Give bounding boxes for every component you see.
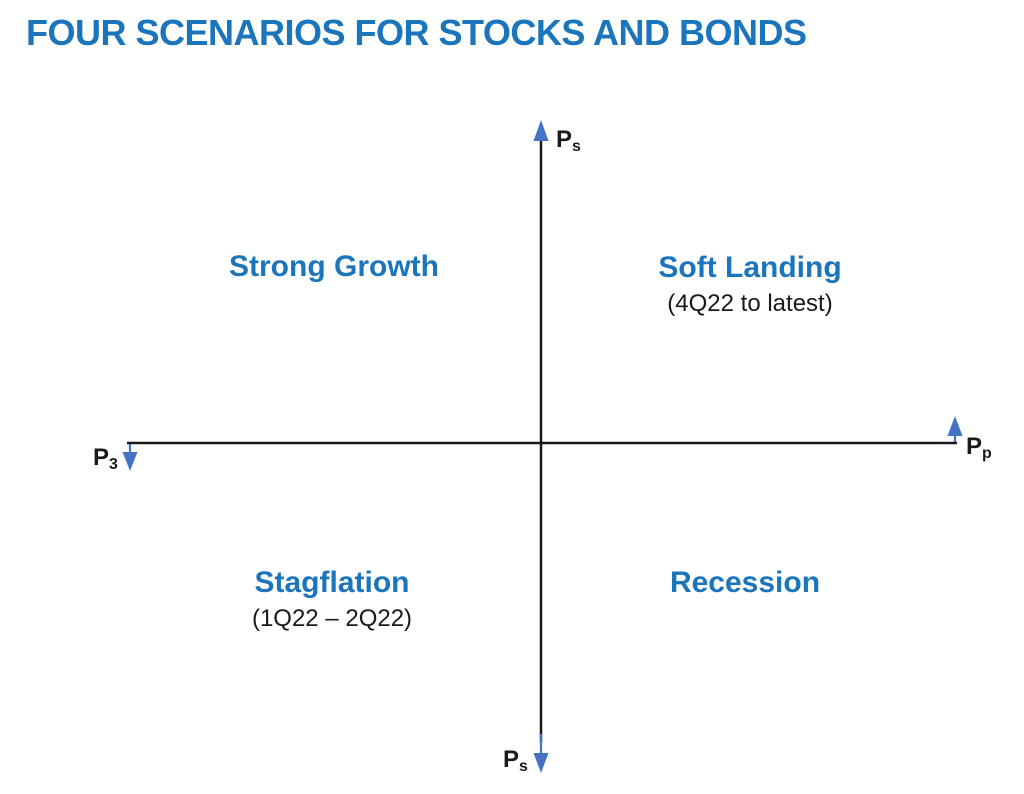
left-down-arrow-icon [122,452,138,471]
up-arrow-icon [533,120,549,141]
axis-label-main: P [93,444,110,471]
quadrant-top-left: Strong Growth [229,250,439,289]
page-title: FOUR SCENARIOS FOR STOCKS AND BONDS [26,12,807,53]
axis-label-vertical-bottom: Ps [503,748,528,775]
quadrant-bottom-right: Recession [670,566,820,605]
axis-label-sub: s [519,758,528,775]
quadrant-name: Stagflation [254,566,410,599]
right-up-arrow-icon [947,416,963,436]
axis-label-sub: 3 [109,456,118,473]
axis-label-sub: p [982,445,992,462]
quadrant-subtitle: (1Q22 – 2Q22) [251,604,413,632]
quadrant-name: Recession [669,566,821,599]
axis-label-main: P [503,746,520,773]
axis-label-horizontal-left: P3 [93,446,118,473]
axis-label-horizontal-right: Pp [966,435,992,462]
quadrant-bottom-left: Stagflation (1Q22 – 2Q22) [252,566,412,633]
axis-label-main: P [966,433,983,460]
quadrant-name: Soft Landing [658,251,842,284]
axis-label-main: P [556,126,573,153]
down-arrow-icon [533,753,549,773]
axis-label-vertical-top: Ps [556,128,581,155]
quadrant-name: Strong Growth [229,250,439,283]
quadrant-top-right: Soft Landing (4Q22 to latest) [658,251,841,318]
quadrant-subtitle: (4Q22 to latest) [667,289,833,317]
axis-label-sub: s [572,138,581,155]
